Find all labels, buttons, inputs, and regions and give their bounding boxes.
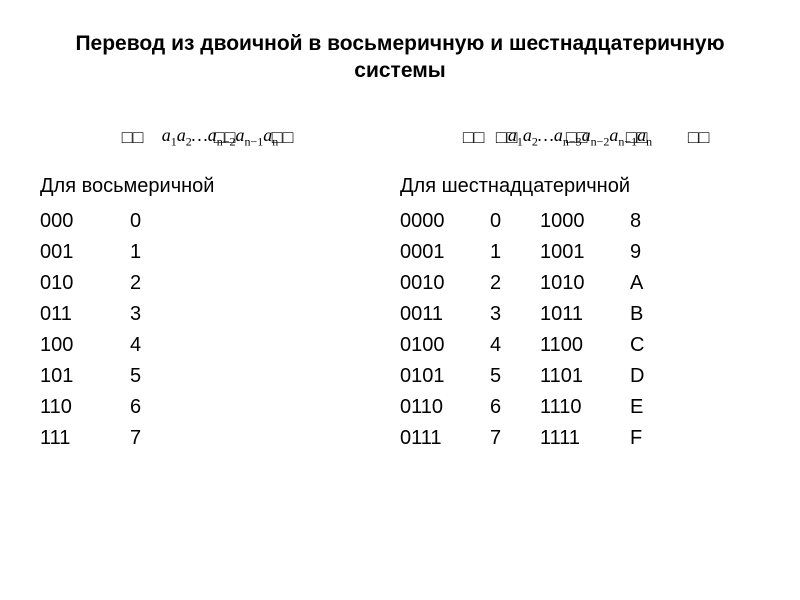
formula-row: □□ a1a2…an−2an−1an □□ □□ □□ a1a2…an−3an−… [40, 125, 760, 155]
table-cell: 110 [40, 392, 130, 423]
tables-row: Для восьмеричной 00000011010201131004101… [40, 175, 760, 454]
table-cell: 001 [40, 237, 130, 268]
table-cell: 9 [630, 237, 680, 268]
table-cell: 0110 [400, 392, 490, 423]
octal-table: 00000011010201131004101511061117 [40, 206, 400, 454]
table-cell: 0000 [400, 206, 490, 237]
table-cell: 7 [490, 423, 540, 454]
table-cell: 0 [490, 206, 540, 237]
table-cell: 4 [490, 330, 540, 361]
table-cell: 1 [490, 237, 540, 268]
table-cell: 0101 [400, 361, 490, 392]
table-cell: D [630, 361, 680, 392]
hex-column: Для шестнадцатеричной 000001000800011100… [400, 175, 760, 454]
table-cell: E [630, 392, 680, 423]
octal-heading: Для восьмеричной [40, 175, 400, 198]
table-cell: 2 [130, 268, 190, 299]
table-cell: 6 [490, 392, 540, 423]
table-cell: 1100 [540, 330, 630, 361]
table-cell: 5 [130, 361, 190, 392]
table-cell: 1 [130, 237, 190, 268]
table-cell: 011 [40, 299, 130, 330]
table-cell: 0011 [400, 299, 490, 330]
table-cell: 1001 [540, 237, 630, 268]
formula-hex: □□ a1a2…an−3an−2an−1an □□ □□ □□ □□ [400, 125, 760, 155]
table-cell: 1110 [540, 392, 630, 423]
table-cell: 0100 [400, 330, 490, 361]
table-cell: 6 [130, 392, 190, 423]
table-cell: 1010 [540, 268, 630, 299]
table-cell: 010 [40, 268, 130, 299]
table-cell: 1111 [540, 423, 630, 454]
table-cell: 3 [490, 299, 540, 330]
table-cell: 100 [40, 330, 130, 361]
formula-octal: □□ a1a2…an−2an−1an □□ □□ [40, 125, 400, 155]
table-cell: 0111 [400, 423, 490, 454]
table-cell: 101 [40, 361, 130, 392]
hex-heading: Для шестнадцатеричной [400, 175, 760, 198]
table-cell: 5 [490, 361, 540, 392]
table-cell: 1101 [540, 361, 630, 392]
table-cell: 4 [130, 330, 190, 361]
page-title: Перевод из двоичной в восьмеричную и шес… [40, 30, 760, 85]
table-cell: B [630, 299, 680, 330]
table-cell: 8 [630, 206, 680, 237]
table-cell: 7 [130, 423, 190, 454]
table-cell: 000 [40, 206, 130, 237]
octal-column: Для восьмеричной 00000011010201131004101… [40, 175, 400, 454]
table-cell: 0010 [400, 268, 490, 299]
table-cell: A [630, 268, 680, 299]
table-cell: 3 [130, 299, 190, 330]
table-cell: 0001 [400, 237, 490, 268]
table-cell: 111 [40, 423, 130, 454]
table-cell: 2 [490, 268, 540, 299]
table-cell: F [630, 423, 680, 454]
table-cell: 1011 [540, 299, 630, 330]
table-cell: 1000 [540, 206, 630, 237]
table-cell: 0 [130, 206, 190, 237]
table-cell: C [630, 330, 680, 361]
hex-table: 00000100080001110019001021010A001131011B… [400, 206, 760, 454]
